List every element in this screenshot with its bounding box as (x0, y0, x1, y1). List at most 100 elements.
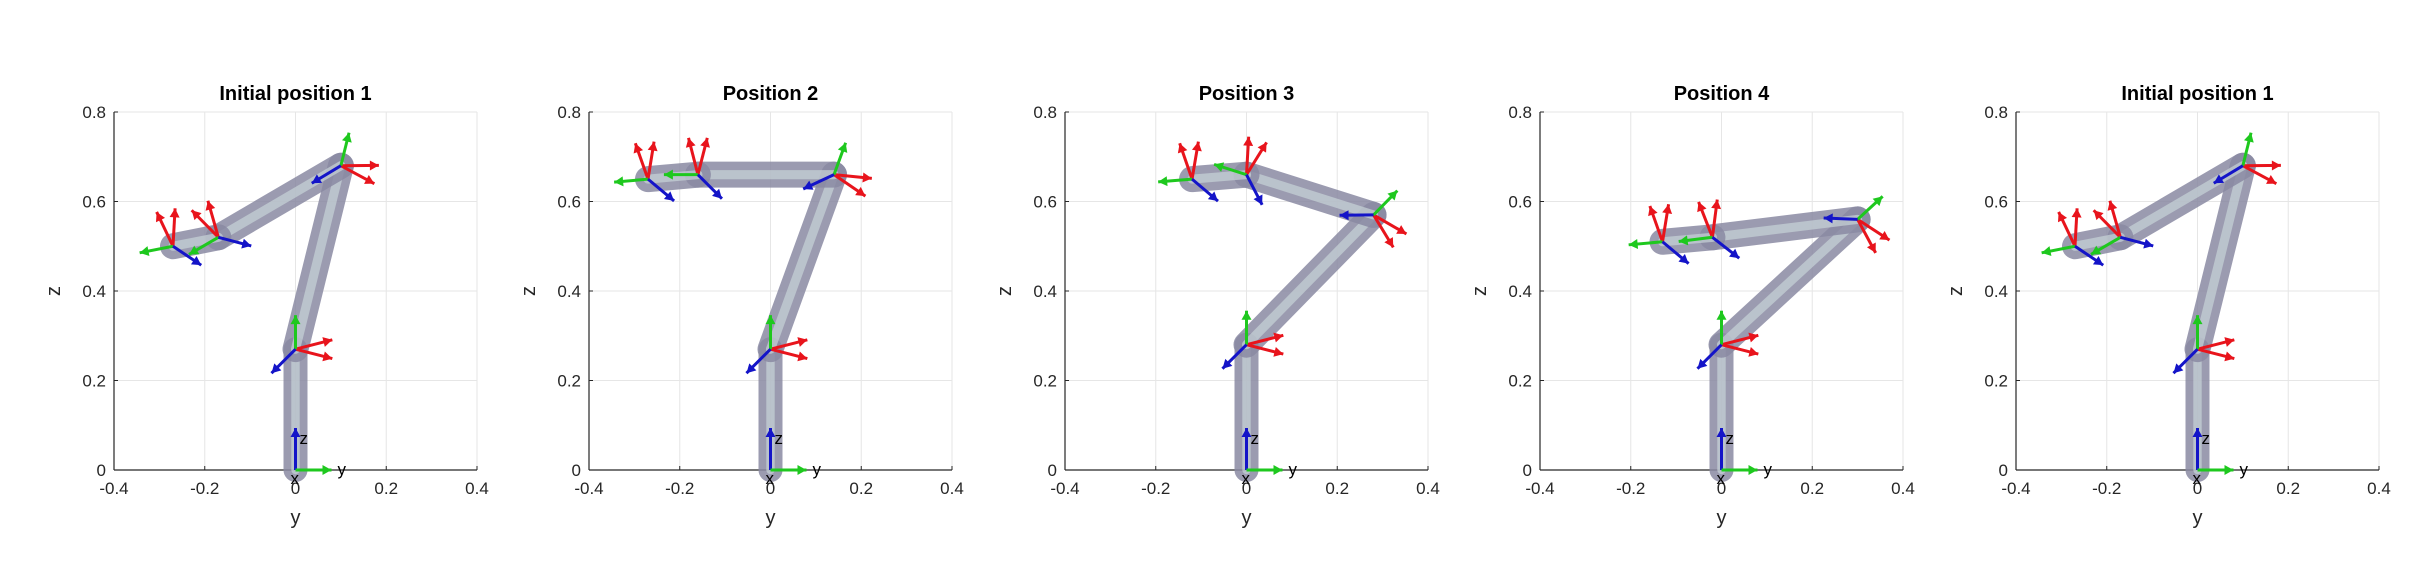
base-y-axis-head (1748, 465, 1758, 475)
y-tick-label: 0 (572, 461, 581, 480)
joint-frame-2-x-axis-a-head (2266, 175, 2277, 184)
joint-frame-2-x-axis-b-head (862, 172, 872, 183)
joint-frame-2-x-axis-a-head (364, 175, 375, 184)
joint-frame-2-x-axis-b-head (2271, 160, 2281, 171)
y-tick-label: 0.2 (557, 372, 581, 391)
robot-link-highlight-2 (1241, 210, 1379, 350)
y-tick-label: 0.4 (557, 282, 581, 301)
joint-frame-4-z-axis-head (1207, 191, 1218, 202)
y-tick-label: 0.2 (82, 372, 106, 391)
y-axis-label: z (43, 286, 65, 296)
base-x-label: x (766, 469, 775, 488)
robot-link-highlight-2 (765, 170, 839, 354)
x-axis-label: y (1717, 507, 1727, 529)
joint-frame-2-y-axis-head (1872, 196, 1883, 207)
base-x-label: x (1242, 469, 1251, 488)
base-y-label: y (2240, 460, 2249, 479)
y-axis-label: z (994, 286, 1016, 296)
robot-arm (634, 161, 848, 482)
y-tick-label: 0.8 (82, 103, 106, 122)
base-z-axis-head (765, 428, 776, 437)
joint-frame-3-y-axis-head (663, 169, 673, 180)
joint-frame-1-x-axis-b-head (322, 337, 333, 347)
x-tick-label: 0 (1242, 479, 1251, 498)
joint-frame-3-y-axis-head (1214, 162, 1225, 172)
robot-arm (2061, 152, 2256, 482)
chart-title: Position 3 (1199, 83, 1295, 105)
joint-frames: z x y (1628, 195, 1891, 488)
base-y-axis-head (322, 465, 332, 475)
x-tick-label: 0.2 (374, 479, 398, 498)
robot-link-highlight-4 (1187, 170, 1252, 184)
base-z-axis-head (1241, 428, 1252, 437)
joint-frame-3-x-axis-b-head (1243, 136, 1254, 146)
joint-frame-2-x-axis-b-head (1396, 225, 1407, 234)
joint-frame-2-z-axis-head (803, 180, 814, 190)
y-tick-label: 0.6 (82, 193, 106, 212)
chart-title: Initial position 1 (219, 83, 371, 105)
joint-frame-1-y-axis-head (2192, 315, 2203, 325)
joint-frame-1-x-axis-b-head (2224, 337, 2235, 347)
joint-frame-4-x-axis-b-head (633, 143, 644, 154)
chart-panel-5: -0.4 -0.2 0 0.2 0.4 0 0.2 0.4 0.6 0.8 Initial posi… (1945, 83, 2391, 529)
y-tick-label: 0.8 (557, 103, 581, 122)
base-z-label: z (2202, 429, 2211, 448)
robot-link-highlight-4 (168, 232, 223, 251)
joint-frame-1-x-axis-a-head (322, 351, 333, 362)
joint-frame-3-z-axis-head (712, 188, 722, 199)
joint-frame-2-z-axis-head (1823, 213, 1833, 224)
x-tick-label: 0.4 (2367, 479, 2391, 498)
joint-frame-2-y-axis-head (2244, 132, 2254, 143)
joint-frame-3-x-axis-a-head (700, 137, 710, 148)
joint-frame-2-x-axis-b-head (369, 160, 379, 171)
y-tick-label: 0.2 (1508, 372, 1532, 391)
joint-frame-3-x-axis-a-head (205, 200, 216, 211)
base-y-label: y (813, 460, 822, 479)
base-x-label: x (291, 469, 300, 488)
joint-frame-4-z-axis-head (2092, 256, 2104, 266)
x-tick-label: 0.2 (849, 479, 873, 498)
joint-frame-4-y-axis-head (1628, 239, 1639, 249)
joint-frame-3-x-axis-b-head (685, 137, 696, 148)
joint-frames: z x y (613, 137, 872, 488)
joint-frame-1-y-axis-head (290, 315, 301, 325)
joint-frame-3-x-axis-b-head (2093, 210, 2104, 221)
y-tick-label: 0.4 (82, 282, 106, 301)
x-tick-label: -0.2 (1141, 479, 1170, 498)
robot-link-highlight-2 (290, 161, 346, 354)
joint-frame-3-x-axis-b-head (191, 210, 202, 221)
joint-frame-4-y-axis-head (2041, 246, 2052, 256)
joint-frame-2-y-axis-head (342, 132, 352, 143)
x-tick-label: 0.2 (2276, 479, 2300, 498)
robot-arm (159, 152, 354, 482)
y-tick-label: 0 (97, 461, 106, 480)
base-z-label: z (300, 429, 309, 448)
joint-frame-2-y-axis-head (1387, 190, 1398, 201)
base-z-label: z (1726, 429, 1735, 448)
robot-arm (1649, 206, 1871, 482)
y-tick-label: 0 (1999, 461, 2008, 480)
x-tick-label: 0 (291, 479, 300, 498)
joint-frame-1-x-axis-b-head (1748, 332, 1759, 343)
joint-frame-4-z-axis-head (663, 191, 675, 201)
x-tick-label: 0 (1717, 479, 1726, 498)
y-tick-label: 0 (1048, 461, 1057, 480)
base-y-axis-head (797, 465, 807, 475)
joint-frame-1-x-axis-b-head (797, 337, 808, 347)
x-tick-label: 0.4 (1891, 479, 1915, 498)
x-tick-label: 0 (766, 479, 775, 498)
x-tick-label: -0.2 (190, 479, 219, 498)
base-x-label: x (2193, 469, 2202, 488)
y-tick-label: 0.4 (1508, 282, 1532, 301)
joint-frame-3-z-axis-head (2143, 238, 2154, 249)
x-tick-label: 0.2 (1800, 479, 1824, 498)
y-tick-label: 0.2 (1033, 372, 1057, 391)
x-tick-label: -0.4 (574, 479, 603, 498)
joint-frame-1-z-axis-head (1697, 358, 1708, 369)
x-axis-label: y (2193, 507, 2203, 529)
joint-frame-3-z-axis-head (1729, 248, 1740, 259)
chart-title: Position 4 (1674, 83, 1770, 105)
joint-frames: z x y (2041, 132, 2281, 488)
